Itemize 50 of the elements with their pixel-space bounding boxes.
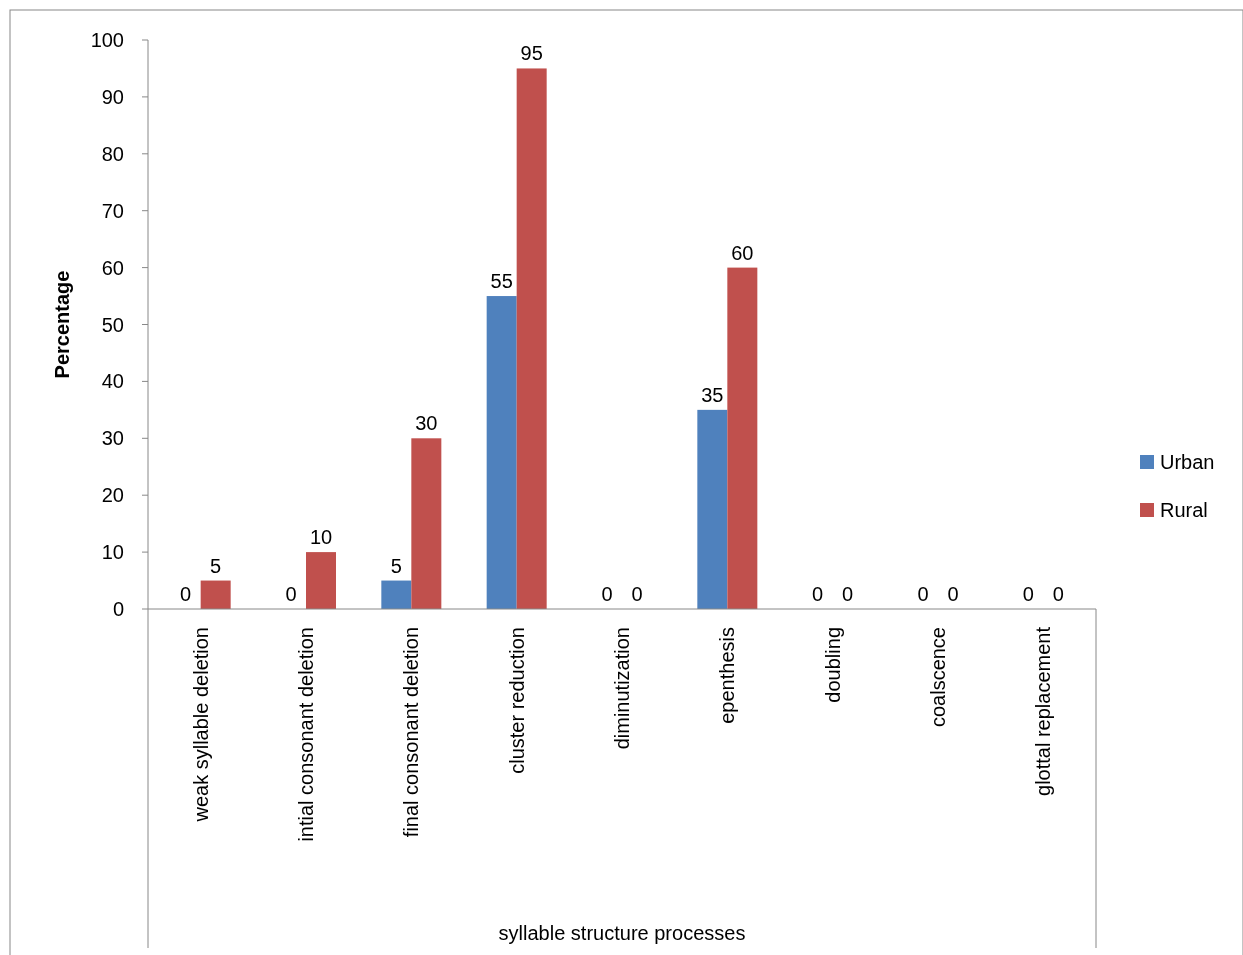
- legend-label: Rural: [1160, 499, 1208, 521]
- y-tick-label: 100: [90, 29, 124, 51]
- bar: [306, 552, 336, 609]
- x-tick-label: intial consonant deletion: [295, 627, 317, 842]
- y-tick-label: 30: [101, 427, 124, 450]
- data-label: 5: [210, 554, 222, 577]
- bar: [200, 580, 231, 609]
- data-label: 60: [731, 241, 754, 264]
- data-label: 0: [180, 583, 192, 605]
- y-tick-label: 70: [101, 199, 124, 222]
- data-label: 30: [415, 412, 438, 435]
- x-axis-title: syllable structure processes: [498, 922, 746, 944]
- data-label: 0: [285, 583, 297, 605]
- y-axis-title: Percentage: [51, 270, 73, 379]
- data-label: 35: [701, 383, 724, 406]
- legend-label: Urban: [1160, 451, 1215, 473]
- x-tick-label: cluster reduction: [505, 627, 528, 774]
- data-label: 0: [1052, 583, 1064, 605]
- y-tick-label: 50: [101, 313, 124, 336]
- y-tick-label: 40: [101, 370, 124, 393]
- bar: [727, 267, 758, 609]
- x-tick-label: coalscence: [927, 627, 949, 728]
- y-tick-label: 10: [101, 541, 124, 564]
- y-tick-label: 20: [101, 484, 124, 507]
- data-label: 0: [631, 583, 643, 605]
- data-label: 0: [917, 583, 929, 605]
- bar: [411, 438, 442, 609]
- bar: [486, 296, 517, 609]
- data-label: 95: [520, 42, 543, 65]
- y-tick-label: 60: [101, 256, 124, 279]
- data-label: 0: [601, 583, 613, 605]
- data-label: 0: [947, 583, 959, 605]
- data-label: 0: [1022, 583, 1034, 605]
- data-label: 55: [490, 270, 513, 293]
- x-tick-label: diminutization: [611, 627, 633, 750]
- bar: [697, 409, 728, 609]
- data-label: 0: [812, 583, 824, 605]
- y-tick-label: 80: [101, 142, 124, 165]
- x-tick-label: final consonant deletion: [400, 627, 423, 838]
- data-label: 5: [390, 554, 402, 577]
- bar: [516, 68, 547, 609]
- data-label: 10: [309, 526, 333, 549]
- x-tick-label: doubling: [821, 627, 844, 703]
- x-tick-label: epenthesis: [716, 627, 739, 724]
- data-label: 0: [842, 583, 854, 605]
- x-tick-label: glottal replacement: [1032, 626, 1055, 796]
- y-tick-label: 0: [112, 598, 124, 620]
- x-tick-label: weak syllable deletion: [189, 627, 212, 823]
- bar: [381, 580, 412, 609]
- y-tick-label: 90: [101, 85, 124, 108]
